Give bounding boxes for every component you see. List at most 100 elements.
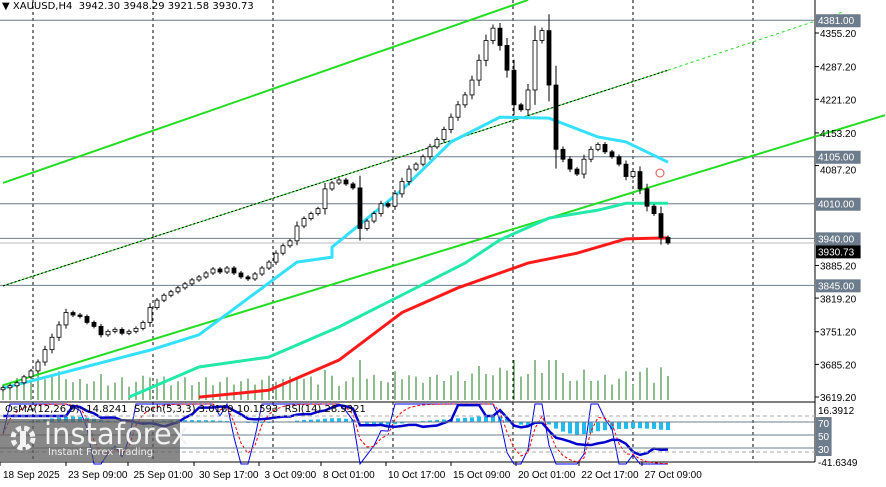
candle: [91, 322, 97, 327]
price-tick-label: 4221.20: [820, 95, 857, 106]
candle: [371, 213, 377, 222]
osma-bar: [428, 420, 432, 422]
price-tick-label: 4087.20: [820, 166, 857, 177]
candle: [609, 151, 615, 158]
candle: [462, 94, 468, 106]
indicator-min-label: -41.6349: [818, 458, 858, 469]
candle: [14, 382, 20, 387]
candle: [0, 387, 6, 391]
osma-bar: [253, 422, 257, 424]
osma-bar: [561, 422, 565, 432]
candle: [350, 183, 356, 189]
candle: [364, 220, 370, 229]
trend-channels: [2, 0, 886, 387]
osma-bar: [610, 422, 614, 430]
channel-extension: [667, 11, 844, 71]
collapse-triangle-icon[interactable]: ▼: [2, 1, 10, 12]
candle: [616, 156, 622, 165]
candle: [385, 203, 391, 207]
indicator-level-label: 50: [818, 432, 830, 443]
ma-slow: [198, 236, 669, 399]
candle: [378, 203, 384, 215]
candle: [224, 267, 230, 273]
current-price-label-bg: [816, 245, 861, 259]
open-value: 3942.30: [78, 1, 121, 12]
osma-bar: [547, 422, 551, 425]
watermark-tagline: Instant Forex Trading: [48, 447, 154, 458]
time-tick-label: 25 Sep 01:00: [134, 470, 194, 481]
candle: [420, 156, 426, 165]
time-tick-label: 15 Oct 09:00: [453, 470, 511, 481]
candle: [182, 283, 188, 289]
candle: [483, 40, 489, 61]
osma-bar: [589, 422, 593, 433]
candle: [518, 104, 524, 111]
candle: [308, 213, 314, 219]
candle: [315, 208, 321, 215]
candle: [217, 268, 223, 273]
osma-bar: [645, 422, 649, 429]
level-price-label-bg: [816, 279, 861, 293]
osma-bar: [491, 415, 495, 422]
candle: [21, 376, 27, 384]
indicator-level-label-bg: [816, 443, 832, 457]
candle: [497, 27, 503, 46]
channel-middle-dash: [2, 69, 669, 287]
time-tick-label: 30 Sep 17:00: [199, 470, 259, 481]
candle: [147, 307, 153, 323]
gear-logo-icon: [10, 425, 36, 451]
osma-bar: [456, 418, 460, 422]
level-price-label: 3940.00: [818, 234, 855, 245]
candle: [406, 168, 412, 182]
candle: [161, 294, 167, 301]
osma-bar: [435, 419, 439, 422]
price-axis: 4381.00 4355.20 4287.20 4221.20 4153.20 4105.…: [815, 14, 861, 469]
volume-bars: [2, 360, 669, 400]
osma-bar: [526, 422, 530, 426]
osma-bar: [204, 420, 208, 422]
grid: [0, 0, 816, 463]
chart-header: ▼ XAUUSD,H4 3942.30 3948.29 3921.58 3930…: [2, 1, 254, 12]
candle: [7, 385, 13, 389]
candle: [574, 168, 580, 175]
price-tick-label: 3819.20: [820, 294, 857, 305]
candle: [427, 146, 433, 158]
candle: [266, 261, 272, 269]
candles: [0, 14, 671, 392]
candle: [238, 272, 244, 278]
osma-bar: [190, 420, 194, 422]
candle: [602, 143, 608, 153]
level-price-label: 4010.00: [818, 200, 855, 211]
indicator-header: OsMA(12,26,9) -14.8241 Stoch(5,3,3) 3.01…: [5, 404, 366, 415]
candle: [560, 148, 566, 160]
osma-bar: [519, 422, 523, 425]
candle: [259, 267, 265, 275]
candle: [644, 188, 650, 207]
candle: [245, 276, 251, 280]
candle: [455, 104, 461, 118]
osma-bar: [638, 422, 642, 429]
osma-bar: [554, 422, 558, 429]
candle: [595, 143, 601, 150]
osma-bar: [470, 417, 474, 422]
price-tick-label: 3751.20: [820, 328, 857, 339]
close-value: 3930.73: [212, 1, 254, 12]
candle: [525, 89, 531, 111]
time-tick-label: 23 Sep 09:00: [68, 470, 128, 481]
osma-bar: [617, 422, 621, 429]
watermark-brand: instaforex: [44, 417, 189, 451]
osma-bar: [631, 422, 635, 429]
indicator-level-label: 70: [818, 419, 830, 430]
time-axis: 18 Sep 2025 23 Sep 09:00 25 Sep 01:00 30 Se…: [0, 462, 702, 481]
candle: [329, 182, 335, 190]
candle: [203, 272, 209, 278]
candle: [588, 148, 594, 160]
osma-bar: [568, 422, 572, 434]
level-price-label-bg: [816, 14, 861, 28]
candle: [63, 312, 69, 326]
candle: [273, 252, 279, 263]
osma-bar: [337, 418, 341, 422]
candle: [539, 30, 545, 41]
